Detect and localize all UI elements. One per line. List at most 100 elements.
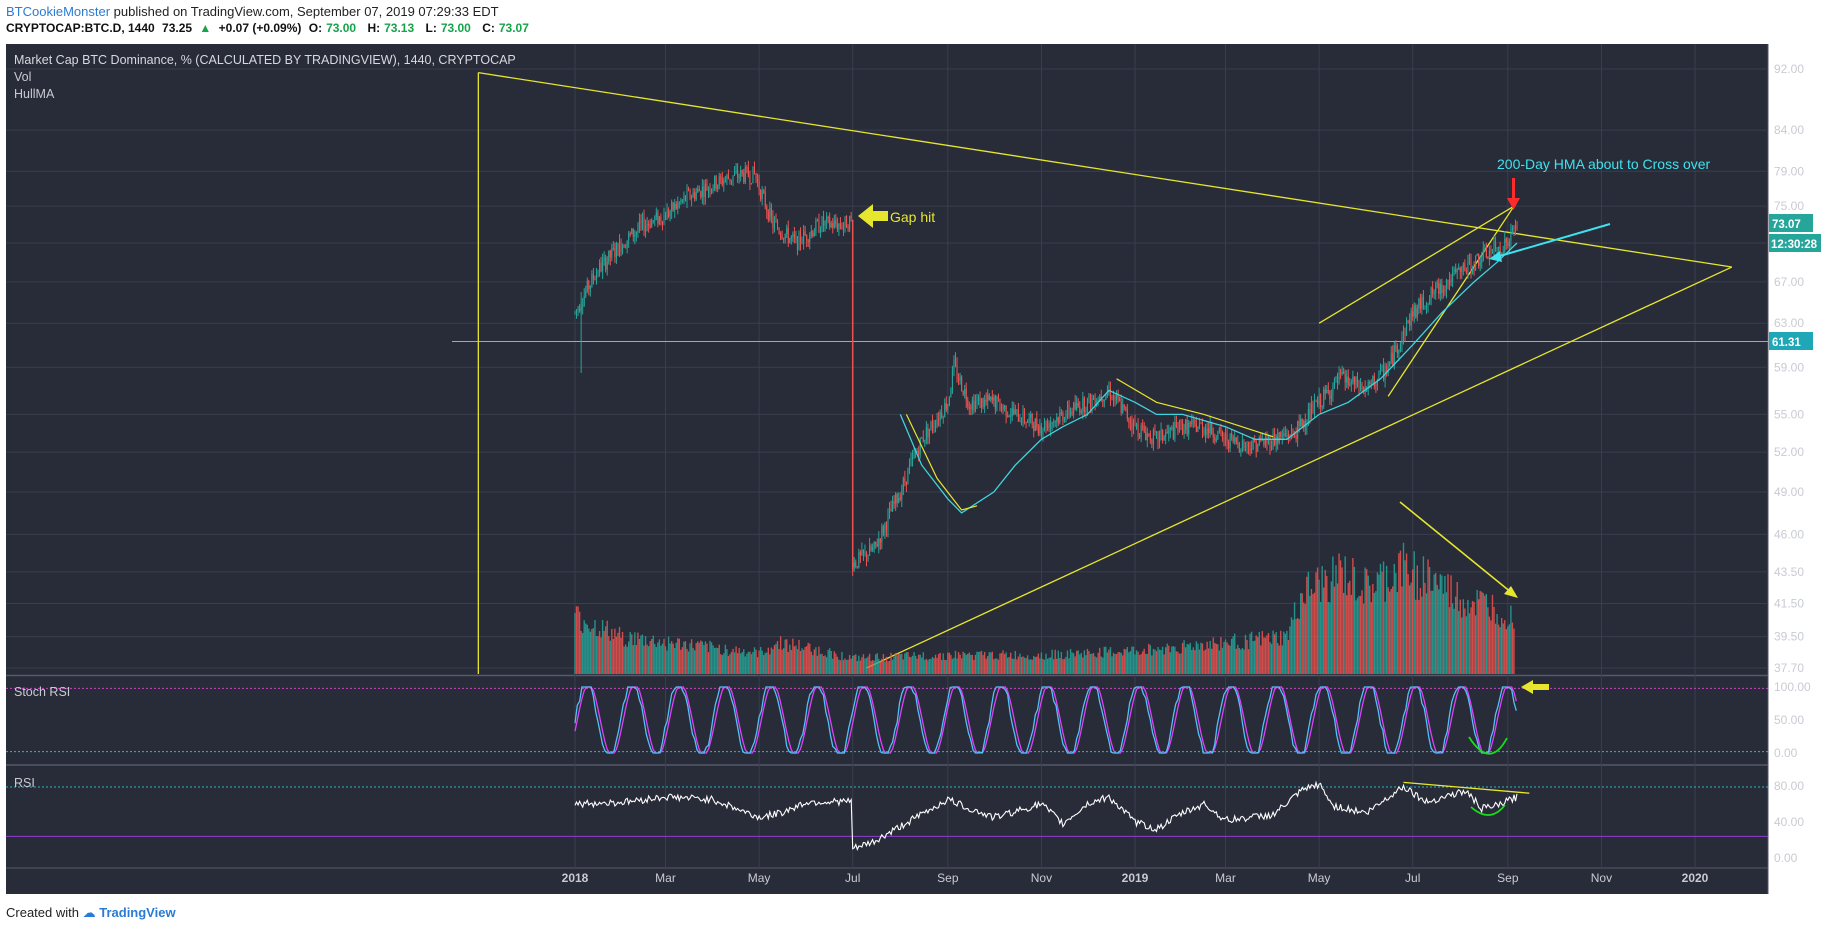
volume-bar: [798, 639, 800, 674]
candle-body: [1333, 378, 1335, 387]
volume-bar: [1333, 586, 1336, 674]
volume-bar: [1330, 581, 1333, 674]
volume-bar: [902, 659, 905, 674]
candle-body: [1450, 279, 1452, 283]
candle-body: [1363, 387, 1365, 390]
volume-bar: [1099, 647, 1101, 674]
volume-bar: [1269, 642, 1271, 674]
volume-bar: [588, 628, 590, 674]
volume-arrowhead-icon: [1504, 586, 1518, 598]
candle-body: [1120, 401, 1122, 413]
stoch-rsi-label: Stoch RSI: [14, 685, 70, 699]
candle-body: [586, 281, 588, 292]
volume-bar: [721, 655, 723, 674]
volume-bar: [845, 659, 848, 674]
volume-bar: [666, 650, 668, 674]
candle-body: [1206, 428, 1208, 435]
volume-bar: [589, 631, 592, 674]
volume-bar: [971, 654, 974, 674]
volume-bar: [990, 652, 992, 674]
x-tick-label: Nov: [1031, 871, 1052, 885]
candle-body: [810, 230, 812, 236]
candle-body: [1097, 400, 1099, 403]
candle-body: [1229, 433, 1231, 449]
candle-body: [927, 427, 929, 438]
volume-bar: [749, 651, 751, 674]
candle-body: [858, 552, 860, 568]
candle-body: [830, 223, 832, 227]
volume-bar: [1203, 650, 1205, 674]
volume-bar: [735, 646, 737, 674]
candle-body: [1361, 384, 1363, 390]
candle-body: [959, 376, 961, 381]
volume-bar: [1459, 599, 1461, 674]
candle-body: [1232, 437, 1234, 442]
volume-bar: [927, 660, 929, 674]
volume-bar: [787, 651, 789, 674]
volume-bar: [770, 647, 773, 674]
candle-body: [803, 231, 805, 244]
volume-bar: [651, 639, 653, 674]
volume-bar: [962, 651, 964, 674]
candle-body: [1016, 409, 1018, 411]
candle-body: [1060, 412, 1062, 414]
volume-bars: [574, 542, 1515, 674]
volume-bar: [1243, 649, 1245, 674]
volume-bar: [775, 643, 777, 674]
volume-bar: [750, 654, 753, 674]
author-link[interactable]: BTCookieMonster: [6, 4, 111, 19]
volume-bar: [1257, 637, 1259, 674]
cyan-arrow-line: [1492, 223, 1611, 259]
candle-body: [747, 167, 749, 177]
candle-body: [979, 397, 981, 408]
grid: [6, 44, 1769, 894]
volume-bar: [1220, 637, 1222, 674]
volume-bar: [830, 651, 832, 674]
candle-body: [1367, 381, 1369, 389]
volume-bar: [1138, 654, 1141, 674]
volume-bar: [1046, 658, 1049, 674]
volume-bar: [944, 659, 946, 674]
volume-bar: [1036, 656, 1038, 674]
volume-bar: [741, 652, 743, 674]
candle-body: [640, 220, 642, 224]
candle-body: [1379, 368, 1382, 372]
volume-bar: [1059, 658, 1061, 674]
candle-body: [1424, 306, 1426, 308]
indicator-label-vol: Vol: [14, 70, 31, 84]
candle-body: [1100, 395, 1102, 400]
rsi-y-tick: 40.00: [1774, 815, 1804, 829]
candle-body: [1404, 328, 1406, 336]
candle-body: [772, 216, 774, 228]
candle-body: [924, 439, 926, 442]
volume-bar: [879, 661, 882, 674]
candle-body: [1088, 394, 1090, 399]
volume-bar: [1253, 640, 1256, 674]
candle-body: [1160, 429, 1162, 434]
volume-bar: [885, 656, 888, 674]
volume-bar: [701, 641, 704, 674]
volume-bar: [870, 660, 872, 674]
candle-body: [1224, 433, 1227, 441]
volume-bar: [1111, 656, 1113, 674]
candle-body: [1496, 247, 1498, 249]
candle-body: [1406, 320, 1408, 336]
volume-bar: [1166, 643, 1168, 674]
candle-body: [965, 388, 967, 401]
volume-bar: [891, 659, 894, 674]
tradingview-brand-link[interactable]: TradingView: [99, 905, 176, 920]
rsi-line: [574, 780, 1518, 851]
volume-bar: [1100, 656, 1102, 674]
candle-body: [741, 170, 743, 174]
volume-bar: [577, 606, 579, 674]
candle-body: [707, 188, 710, 191]
ohlc-header: CRYPTOCAP:BTC.D, 1440 73.25 ▲ +0.07 (+0.…: [6, 21, 537, 35]
candle-body: [750, 183, 752, 185]
candle-body: [968, 407, 970, 409]
candle-body: [1086, 398, 1088, 411]
candle-body: [806, 235, 808, 241]
candle-body: [1464, 263, 1466, 271]
candle-body: [790, 236, 792, 239]
candle-body: [1427, 304, 1429, 306]
